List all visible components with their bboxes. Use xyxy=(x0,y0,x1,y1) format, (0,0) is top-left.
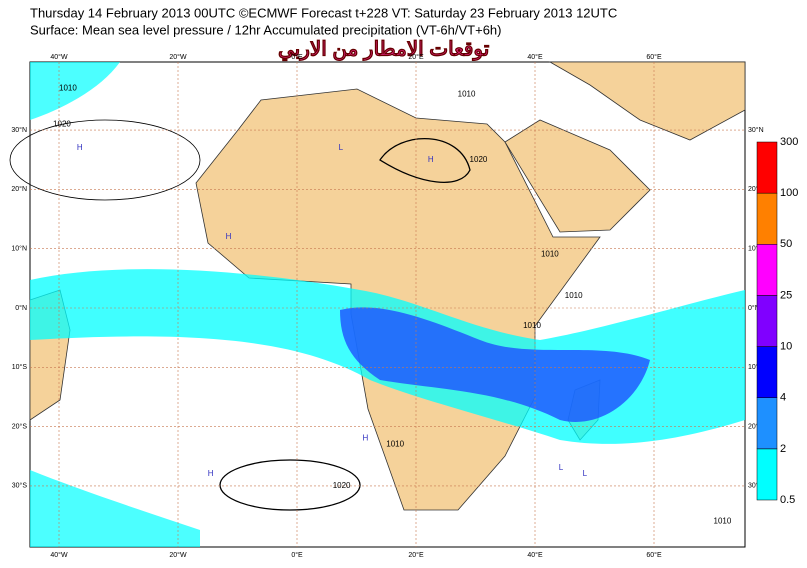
pressure-center: L xyxy=(559,463,564,472)
arabia xyxy=(504,119,651,233)
lon-label-bottom: 0°E xyxy=(291,551,303,559)
pressure-center: H xyxy=(77,143,83,152)
lon-label-bottom: 40°E xyxy=(527,551,543,559)
colorbar-label: 2 xyxy=(780,443,786,455)
lat-label-left: 30°S xyxy=(12,482,28,490)
lon-label-top: 40°W xyxy=(50,53,68,61)
colorbar-label: 0.5 xyxy=(780,494,795,506)
lon-label-top: 20°E xyxy=(408,53,424,61)
contour-label: 1010 xyxy=(541,250,559,259)
colorbar-label: 50 xyxy=(780,238,792,250)
lat-label-left: 30°N xyxy=(11,126,27,134)
precip-south xyxy=(30,470,200,547)
pressure-center: L xyxy=(583,469,588,478)
lon-label-bottom: 40°W xyxy=(50,551,68,559)
map-area xyxy=(9,61,746,548)
colorbar-segment xyxy=(756,295,778,347)
contour-label: 1020 xyxy=(470,155,488,164)
lat-label-left: 10°S xyxy=(12,363,28,371)
contour-label: 1010 xyxy=(386,439,404,448)
colorbar-label: 300 xyxy=(780,136,798,148)
isobar xyxy=(9,119,201,201)
generated: 40°W 40°W 20°W 20°W 0°E 0°E 20°E 20°E 40°E 40°E 60… xyxy=(11,53,798,559)
lon-label-top: 40°E xyxy=(527,53,543,61)
colorbar-segment xyxy=(756,244,778,296)
lon-label-bottom: 20°W xyxy=(169,551,187,559)
lat-label-right: 20°N xyxy=(748,185,764,193)
pressure-center: H xyxy=(428,155,434,164)
colorbar-label: 4 xyxy=(780,392,786,404)
isobar xyxy=(219,459,361,511)
colorbar-segment xyxy=(756,397,778,450)
lat-label-left: 0°N xyxy=(15,304,27,312)
lon-label-top: 60°E xyxy=(646,53,662,61)
colorbar-segment xyxy=(756,346,778,398)
precip-heavy xyxy=(340,307,650,422)
lon-label-top: 0°E xyxy=(291,53,303,61)
pressure-center: H xyxy=(226,232,232,241)
lat-label-left: 10°N xyxy=(11,245,27,253)
lon-label-bottom: 60°E xyxy=(646,551,662,559)
lon-label-top: 20°W xyxy=(169,53,187,61)
contour-label: 1010 xyxy=(565,291,583,300)
lat-label-right: 10°S xyxy=(748,363,764,371)
contour-label: 1010 xyxy=(714,517,732,526)
asia xyxy=(548,61,746,141)
colorbar-label: 100 xyxy=(780,187,798,199)
header-line2: Surface: Mean sea level pressure / 12hr … xyxy=(30,22,502,37)
precip-north xyxy=(30,62,120,120)
colorbar-label: 10 xyxy=(780,340,792,352)
contour-label: 1020 xyxy=(333,481,351,490)
lat-label-right: 10°N xyxy=(748,245,764,253)
colorbar-segment xyxy=(756,192,778,245)
contour-label: 1010 xyxy=(59,84,77,93)
pressure-center: H xyxy=(362,434,368,443)
pressure-center: H xyxy=(208,469,214,478)
lat-label-left: 20°N xyxy=(11,185,27,193)
contour-label: 1020 xyxy=(53,119,71,128)
header-line1: Thursday 14 February 2013 00UTC ©ECMWF F… xyxy=(30,5,617,20)
isobar xyxy=(379,138,471,183)
contour-label: 1010 xyxy=(523,321,541,330)
watermark: توقعات الامطار من الاربي xyxy=(278,38,490,61)
colorbar-segment xyxy=(756,448,778,501)
colorbar-segment xyxy=(756,141,778,194)
lon-label-bottom: 20°E xyxy=(408,551,424,559)
lat-label-right: 0°N xyxy=(748,304,760,312)
lat-label-right: 30°S xyxy=(748,482,764,490)
colorbar-label: 25 xyxy=(780,289,792,301)
contour-label: 1010 xyxy=(458,90,476,99)
lat-label-right: 30°N xyxy=(748,126,764,134)
lat-label-left: 20°S xyxy=(12,422,28,430)
pressure-center: L xyxy=(339,143,344,152)
lat-label-right: 20°S xyxy=(748,422,764,430)
